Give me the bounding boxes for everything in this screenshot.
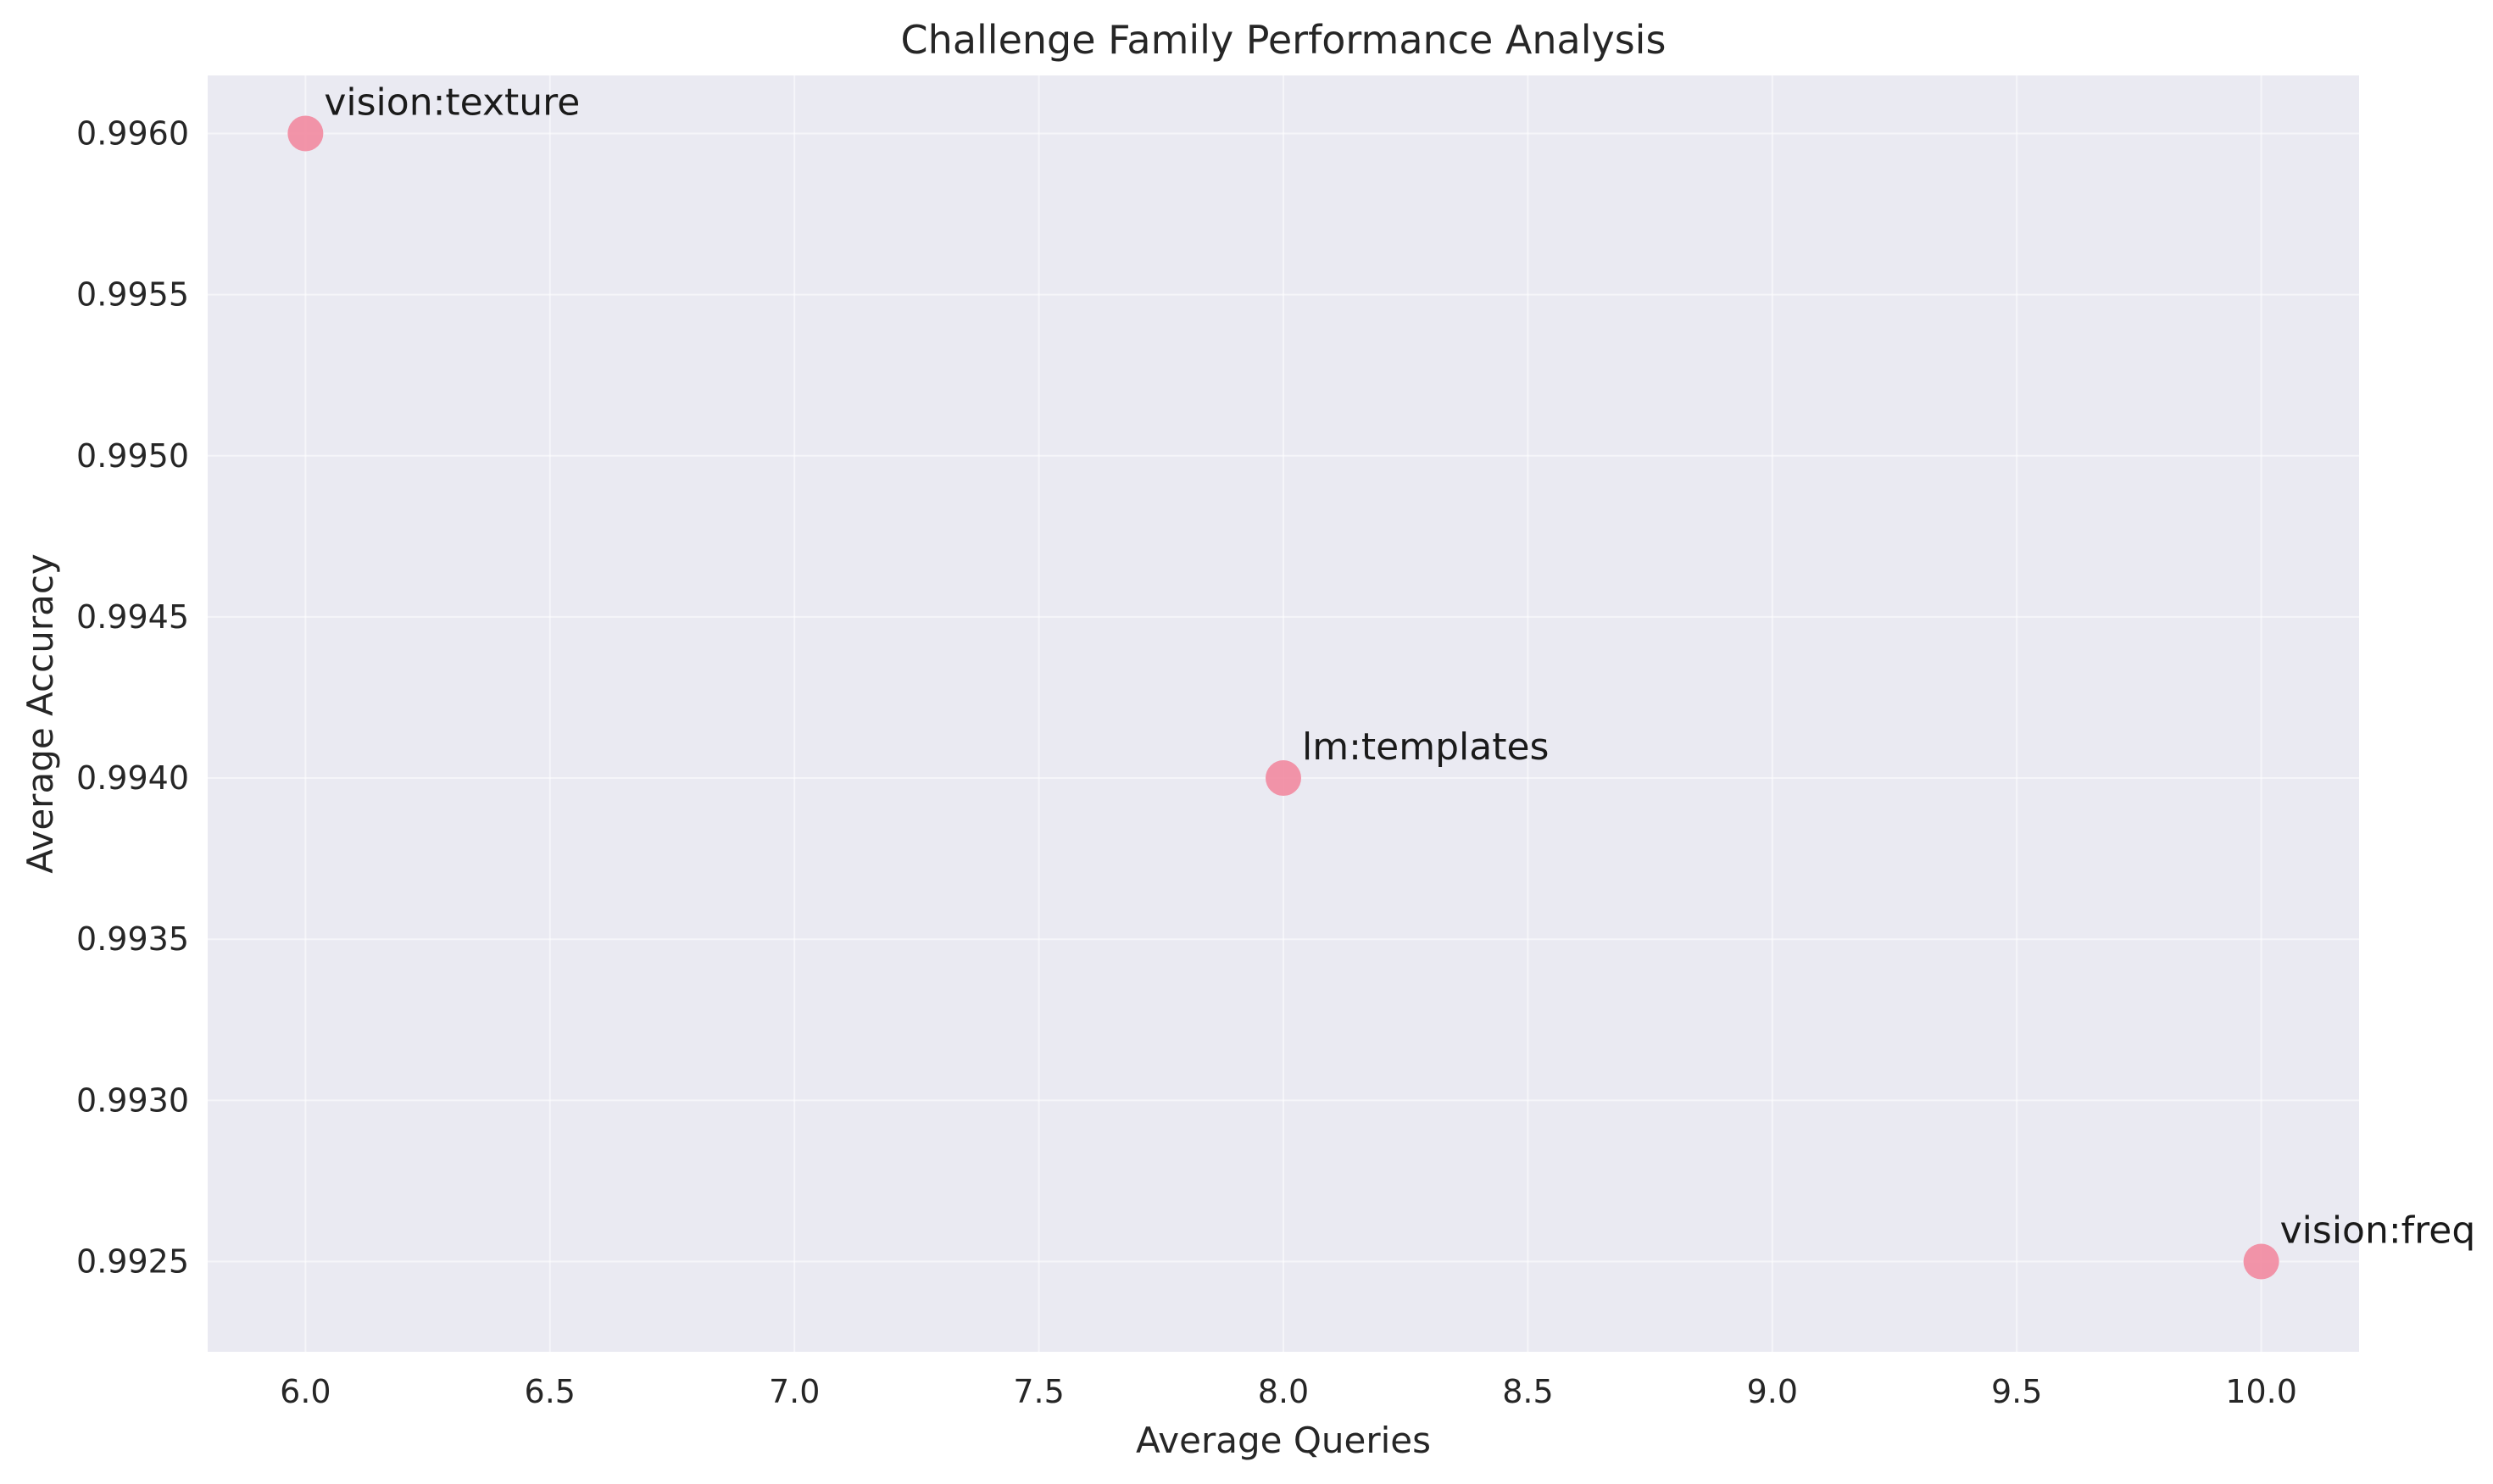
x-tick-label: 9.5 (1991, 1373, 2042, 1410)
y-tick-label: 0.9960 (76, 114, 189, 152)
data-point (1266, 760, 1301, 797)
y-tick-label: 0.9955 (76, 276, 189, 314)
y-tick-label: 0.9930 (76, 1081, 189, 1119)
x-tick-label: 8.0 (1258, 1373, 1309, 1410)
y-tick-label: 0.9940 (76, 759, 189, 797)
x-tick-label: 6.0 (280, 1373, 331, 1410)
point-annotations: vision:texture lm:templates vision:freq (324, 81, 2475, 1252)
x-tick-label: 6.5 (525, 1373, 576, 1410)
x-tick-label: 7.0 (769, 1373, 820, 1410)
x-tick-label: 9.0 (1747, 1373, 1798, 1410)
chart-title: Challenge Family Performance Analysis (901, 17, 1667, 63)
x-tick-label: 7.5 (1013, 1373, 1064, 1410)
tick-labels: 6.0 6.5 7.0 7.5 8.0 8.5 9.0 9.5 10.0 0.9925 0.9930… (76, 114, 2297, 1410)
data-points (287, 115, 2279, 1280)
y-tick-label: 0.9935 (76, 920, 189, 958)
y-tick-label: 0.9945 (76, 598, 189, 636)
data-point (2243, 1243, 2279, 1280)
x-axis-label: Average Queries (1136, 1420, 1431, 1461)
y-tick-label: 0.9925 (76, 1243, 189, 1281)
point-label: vision:texture (324, 81, 580, 124)
data-point (287, 115, 324, 152)
point-label: lm:templates (1302, 725, 1549, 769)
x-tick-label: 8.5 (1502, 1373, 1553, 1410)
point-label: vision:freq (2280, 1209, 2476, 1253)
y-tick-label: 0.9950 (76, 437, 189, 475)
y-axis-label: Average Accuracy (19, 553, 61, 874)
grid-lines (208, 75, 2359, 1352)
x-tick-label: 10.0 (2225, 1373, 2297, 1410)
